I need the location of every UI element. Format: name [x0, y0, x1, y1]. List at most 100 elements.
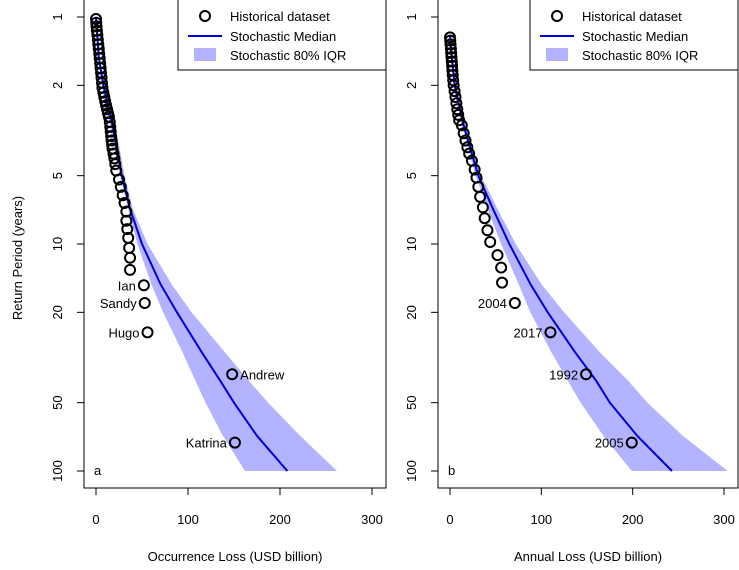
legend-iqr-label: Stochastic 80% IQR [230, 48, 346, 63]
y-tick-label: 50 [50, 395, 65, 409]
historical-point [457, 127, 470, 140]
event-label: Hugo [108, 325, 139, 340]
y-tick-label: 1 [50, 13, 65, 20]
x-tick-label: 200 [622, 512, 644, 527]
historical-point [228, 436, 241, 449]
y-tick-label: 20 [404, 305, 419, 319]
historical-point [474, 190, 487, 203]
x-tick-label: 0 [446, 512, 453, 527]
historical-point [445, 46, 458, 59]
historical-point [123, 241, 136, 254]
legend-point-symbol [199, 10, 211, 22]
historical-point [124, 263, 137, 276]
event-label: 1992 [549, 367, 578, 382]
event-label: Ian [118, 278, 136, 293]
event-label: 2004 [478, 296, 507, 311]
historical-point [109, 158, 122, 171]
y-tick-label: 50 [404, 395, 419, 409]
historical-point [137, 279, 150, 292]
y-tick-label: 10 [404, 237, 419, 251]
historical-point [124, 251, 137, 264]
historical-point [495, 261, 508, 274]
x-tick-label: 0 [92, 512, 99, 527]
legend-iqr-label: Stochastic 80% IQR [582, 48, 698, 63]
plot-area [90, 12, 338, 472]
x-tick-label: 300 [361, 512, 383, 527]
legend-point-symbol [551, 10, 563, 22]
plot-frame [83, 0, 387, 489]
historical-point [444, 38, 457, 51]
historical-point [481, 224, 494, 237]
plot-frame [437, 0, 739, 489]
historical-point [447, 79, 460, 92]
historical-point [478, 212, 491, 225]
historical-point [113, 173, 125, 186]
historical-point [484, 236, 497, 249]
legend-band-swatch [194, 48, 216, 61]
historical-point [118, 197, 131, 210]
x-tick-label: 200 [269, 512, 291, 527]
historical-point [138, 297, 151, 310]
historical-point [496, 276, 509, 289]
panel-b: 2004 2017 1992 2005 1 2 5 10 20 50 100 0 100 200 300 An… [404, 0, 739, 564]
historical-point [116, 189, 129, 202]
historical-point [141, 326, 154, 339]
iqr-band [96, 17, 338, 471]
plot-area [444, 31, 728, 472]
historical-point [448, 85, 461, 98]
historical-point [461, 141, 474, 154]
historical-point [114, 180, 127, 193]
historical-point [451, 103, 464, 116]
historical-point [468, 163, 481, 176]
historical-point [90, 12, 102, 25]
historical-point [445, 50, 458, 63]
legend-historical-label: Historical dataset [230, 9, 330, 24]
y-tick-label: 10 [50, 237, 65, 251]
panel-letter: b [448, 463, 455, 478]
iqr-band [450, 34, 728, 471]
historical-point [452, 108, 465, 121]
historical-point [544, 326, 557, 339]
x-tick-label: 100 [177, 512, 199, 527]
historical-point [121, 223, 134, 236]
historical-point [108, 152, 121, 165]
event-label: Katrina [186, 436, 228, 451]
historical-point [463, 147, 476, 160]
legend-median-label: Stochastic Median [230, 29, 336, 44]
legend-band-swatch [546, 48, 568, 61]
historical-point [491, 249, 504, 262]
historical-point [105, 134, 118, 147]
historical-point [625, 436, 638, 449]
y-tick-label: 1 [404, 13, 419, 20]
historical-point [476, 201, 489, 214]
event-label: 2005 [595, 436, 624, 451]
historical-point [508, 297, 521, 310]
y-tick-label: 2 [404, 82, 419, 89]
panel-letter: a [94, 463, 102, 478]
historical-point [90, 20, 103, 33]
event-label: Andrew [240, 367, 285, 382]
y-tick-label: 20 [50, 305, 65, 319]
historical-point [580, 368, 593, 381]
historical-point [444, 34, 457, 47]
historical-point [120, 214, 133, 227]
historical-point [455, 119, 468, 132]
y-axis-title: Return Period (years) [10, 196, 25, 320]
historical-point [459, 134, 472, 147]
historical-point [104, 125, 117, 138]
x-axis-title: Occurrence Loss (USD billion) [148, 549, 323, 564]
historical-point [226, 368, 239, 381]
historical-point [105, 130, 118, 143]
historical-point [450, 97, 463, 110]
x-tick-label: 100 [530, 512, 552, 527]
panel-a: Ian Sandy Hugo Andrew Katrina 1 2 5 10 20 50 100 0 10… [50, 0, 387, 564]
event-label: 2017 [514, 325, 543, 340]
historical-point [444, 42, 457, 55]
y-tick-label: 100 [50, 460, 65, 482]
event-label: Sandy [100, 296, 137, 311]
legend-median-label: Stochastic Median [582, 29, 688, 44]
legend-historical-label: Historical dataset [582, 9, 682, 24]
y-tick-label: 100 [404, 460, 419, 482]
x-axis-title: Annual Loss (USD billion) [514, 549, 662, 564]
